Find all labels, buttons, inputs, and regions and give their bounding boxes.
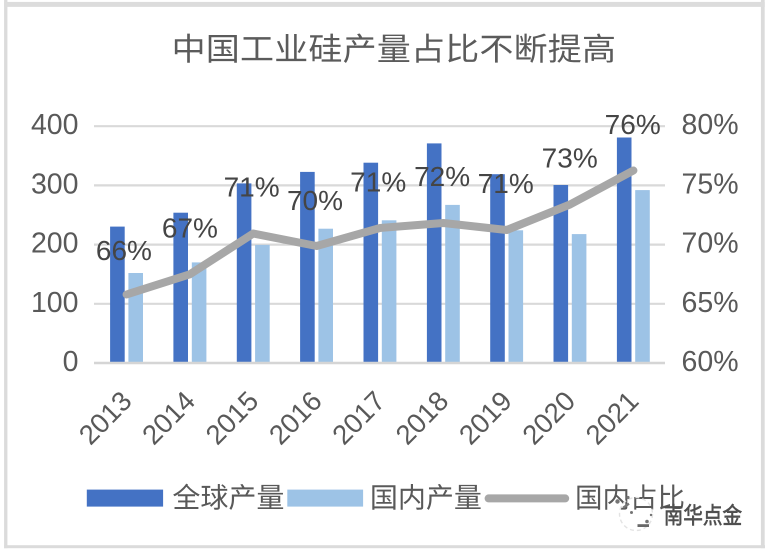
svg-text:70%: 70% [682,228,739,260]
svg-text:71%: 71% [224,172,280,203]
svg-text:80%: 80% [682,109,739,141]
svg-text:60%: 60% [682,346,739,378]
svg-text:75%: 75% [682,168,739,200]
svg-text:71%: 71% [478,168,534,199]
svg-text:65%: 65% [682,287,739,319]
svg-text:72%: 72% [414,161,470,192]
svg-text:67%: 67% [162,212,218,243]
svg-text:71%: 71% [350,166,406,197]
svg-text:76%: 76% [605,109,661,140]
svg-text:66%: 66% [96,235,152,266]
svg-text:200: 200 [31,228,79,260]
svg-text:300: 300 [31,168,79,200]
svg-text:400: 400 [31,109,79,141]
svg-text:70%: 70% [287,185,343,216]
svg-text:0: 0 [63,346,79,378]
svg-text:100: 100 [31,287,79,319]
svg-text:73%: 73% [542,142,598,173]
